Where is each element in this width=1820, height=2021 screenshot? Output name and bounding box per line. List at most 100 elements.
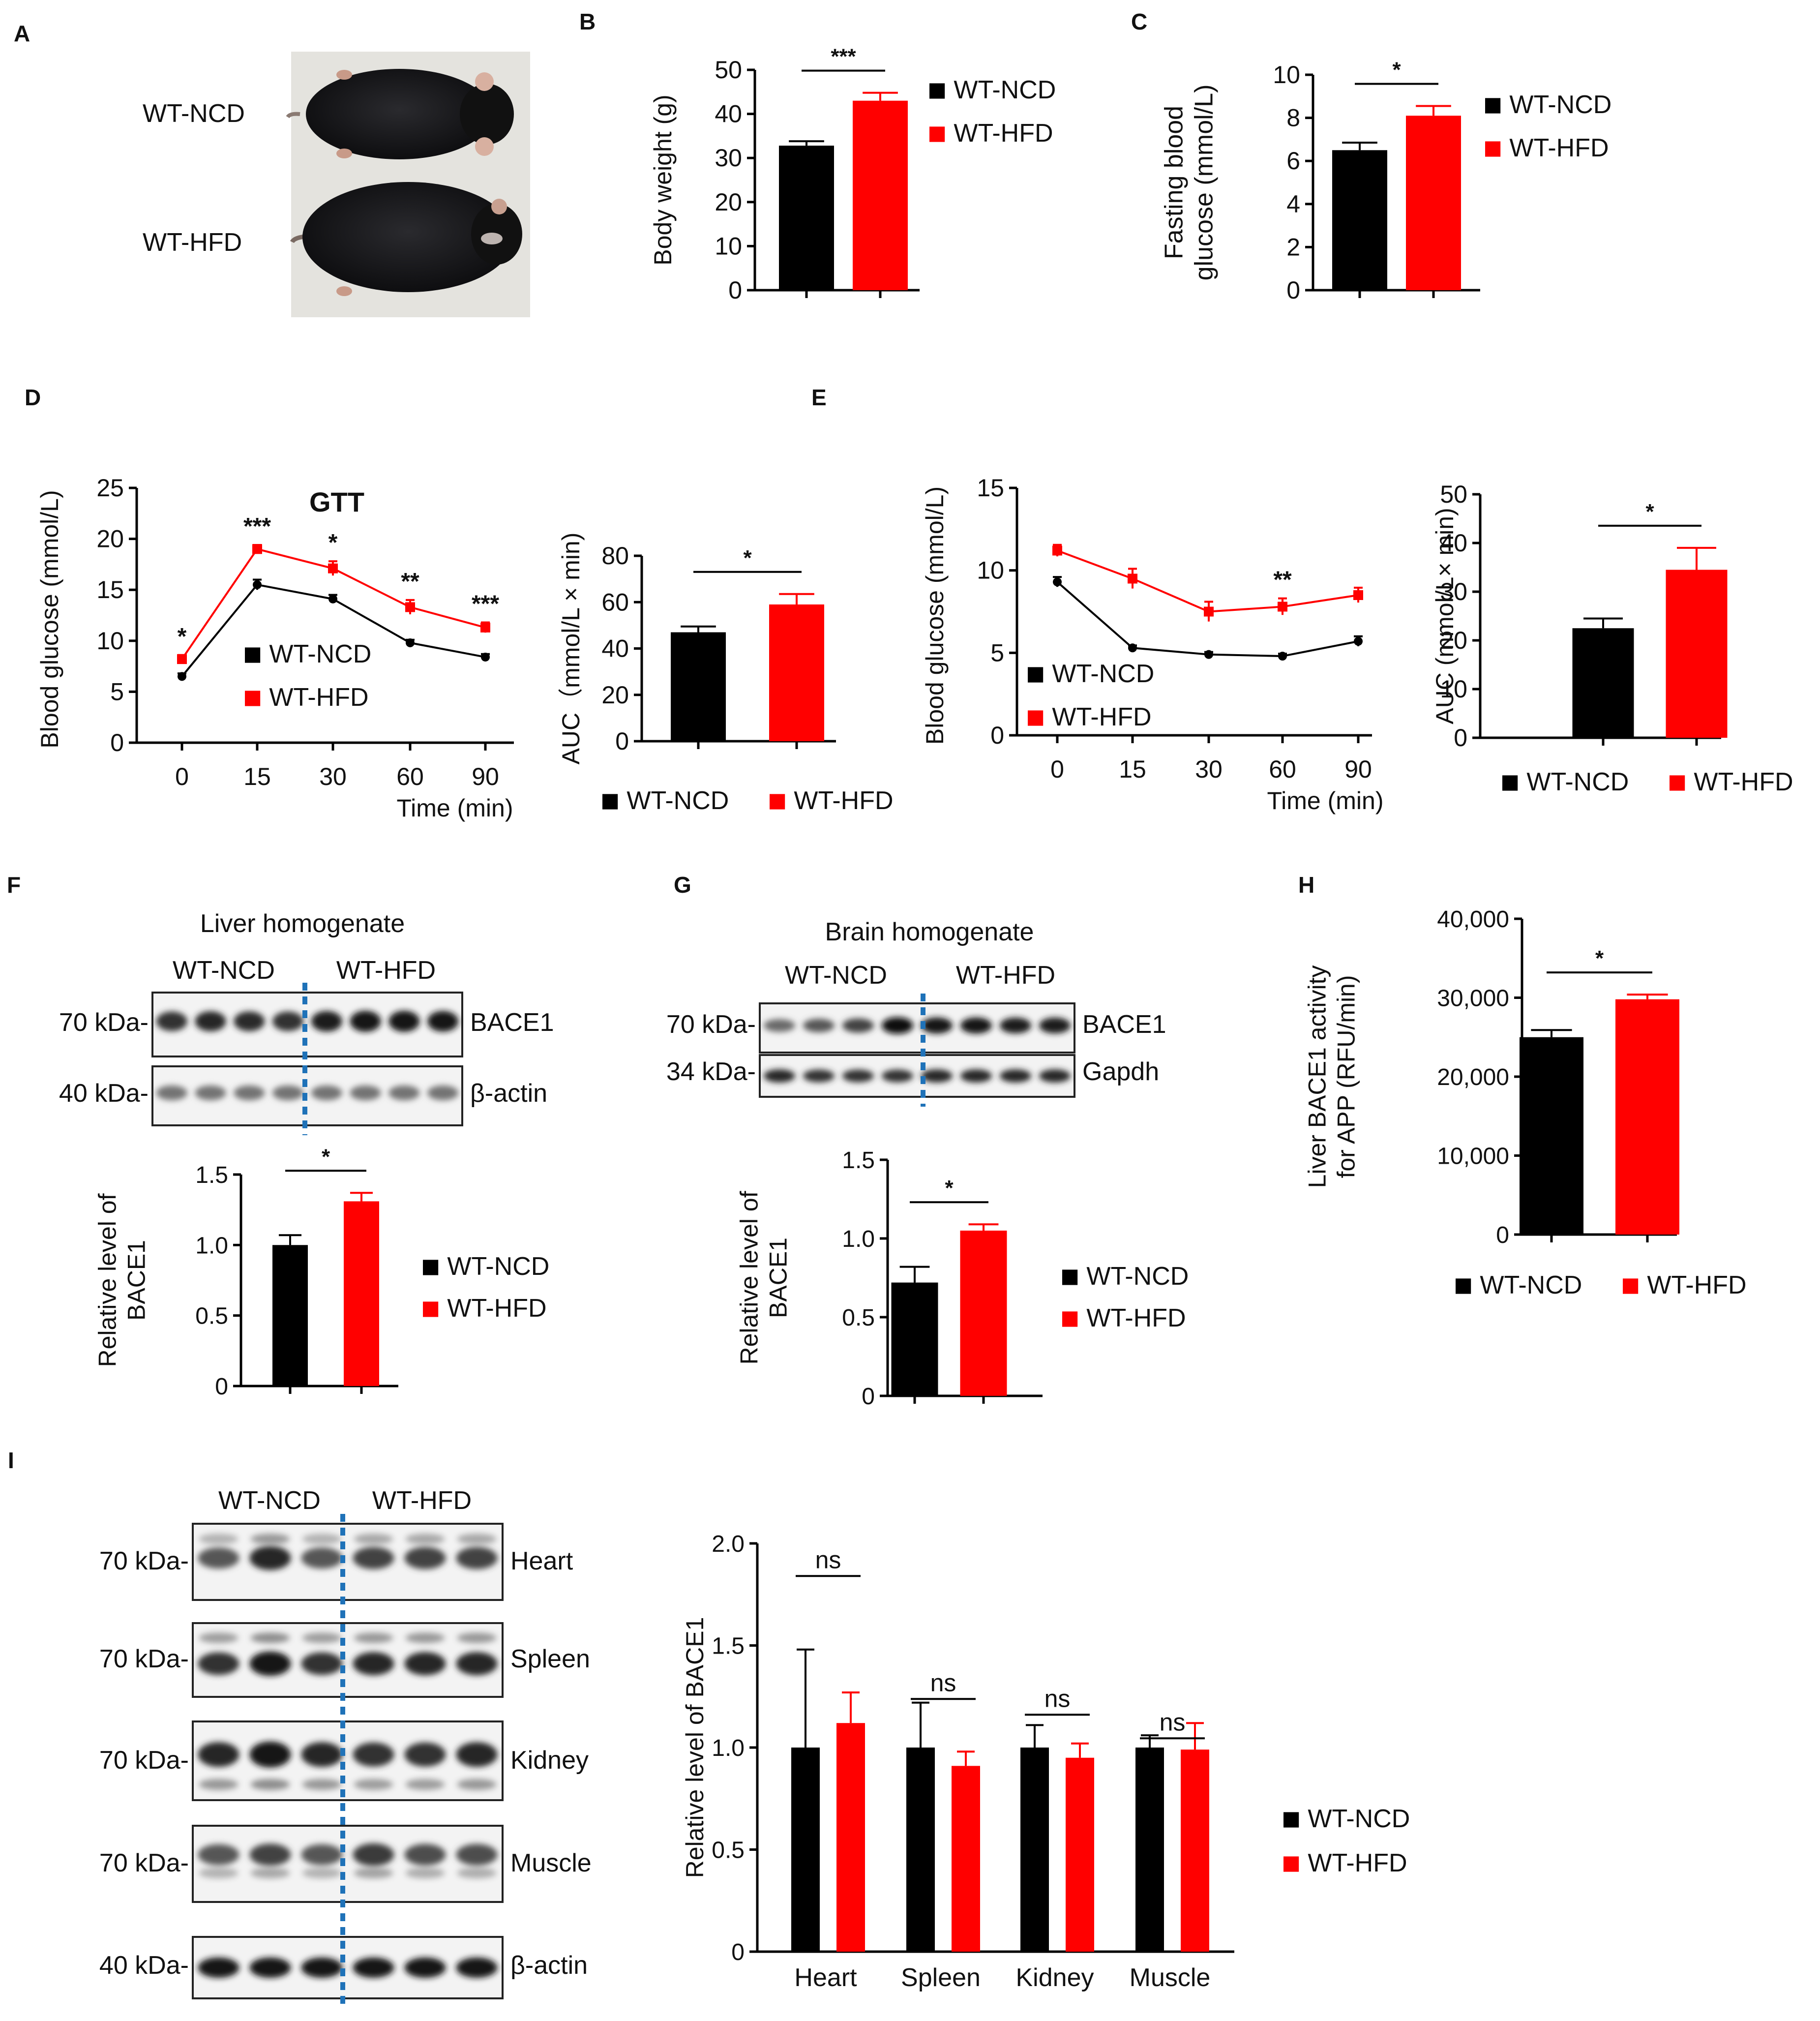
bar-spleen-wt-hfd — [952, 1766, 980, 1952]
data-point-ncd — [253, 580, 262, 589]
legend-label: WT-HFD — [794, 786, 893, 815]
blot-band — [198, 1652, 239, 1675]
blot-band — [234, 1085, 265, 1101]
legend-swatch — [1283, 1812, 1299, 1828]
y-tick-label: 0 — [728, 276, 742, 304]
blot-band — [882, 1017, 913, 1034]
bar-wt-hfd — [853, 100, 908, 290]
blot-band — [301, 1742, 343, 1767]
blot-band-secondary — [354, 1868, 393, 1878]
panel-c: C 0 2 4 6 8 10 * Fasting blood glucose (mmol/L) W… — [1131, 9, 1611, 304]
bar-muscle-wt-ncd — [1135, 1748, 1164, 1952]
panel-letter-d: D — [25, 385, 41, 410]
blot-band — [456, 1957, 498, 1978]
bar-wt-hfd — [1406, 116, 1461, 290]
blot-band — [249, 1546, 291, 1570]
y-axis-label: Fasting blood — [1160, 106, 1188, 259]
y-tick-label: 50 — [715, 56, 742, 84]
significance-marker: ** — [401, 569, 419, 595]
y-axis-label: Relative level of BACE1 — [681, 1617, 709, 1878]
y-tick-label: 0 — [862, 1384, 875, 1410]
data-point-ncd — [406, 638, 415, 647]
blot-band — [1000, 1017, 1031, 1034]
y-tick-label: 40 — [715, 100, 742, 128]
legend-label: WT-HFD — [954, 119, 1053, 148]
photo-label-ncd: WT-NCD — [143, 99, 245, 128]
legend-label: WT-NCD — [1509, 90, 1611, 119]
y-tick-label: 0 — [110, 729, 124, 756]
panel-h: H 0 10,000 20,000 30,000 40,000 * Liver BACE1 … — [1298, 872, 1747, 1299]
y-tick-label: 20 — [715, 188, 742, 216]
blot-band-secondary — [354, 1779, 393, 1790]
y-tick-label: 0 — [615, 727, 629, 755]
blot-band — [921, 1017, 953, 1034]
panel-d: D GTT 0 5 10 15 20 25 0 15 30 60 90 Time (min) Blood… — [25, 385, 894, 822]
data-point-ncd — [178, 672, 186, 681]
legend-swatch — [1485, 141, 1501, 157]
blot-band — [456, 1652, 498, 1676]
x-tick-label: 0 — [1050, 755, 1064, 783]
legend-label: WT-HFD — [1647, 1271, 1746, 1299]
y-tick-label: 0 — [1454, 724, 1467, 752]
y-axis-label: BACE1 — [123, 1240, 150, 1321]
blot-band-secondary — [199, 1632, 239, 1643]
panel-letter-a: A — [14, 21, 30, 46]
legend-label: WT-NCD — [627, 786, 729, 815]
blot-band-secondary — [250, 1632, 290, 1643]
x-tick-label: 60 — [396, 763, 424, 790]
legend-swatch — [1062, 1311, 1078, 1327]
bar-wt-hfd — [769, 604, 824, 741]
blot-band — [198, 1844, 239, 1866]
blot-band-secondary — [405, 1779, 445, 1790]
y-tick-label: 10 — [977, 557, 1004, 584]
panel-g: G Brain homogenate WT-NCD WT-HFD 70 kDa-… — [666, 872, 1189, 1410]
blot-band — [156, 1085, 187, 1101]
y-tick-label: 20 — [96, 525, 124, 553]
blot-band — [311, 1011, 342, 1032]
blot-kda-label: 70 kDa- — [99, 1645, 189, 1673]
bar-muscle-wt-hfd — [1181, 1750, 1209, 1952]
y-tick-label: 15 — [977, 474, 1004, 502]
y-tick-label: 0.5 — [195, 1303, 228, 1329]
y-tick-label: 0.5 — [712, 1838, 745, 1864]
blot-band — [249, 1741, 291, 1768]
blot-g-group-ncd: WT-NCD — [785, 961, 887, 990]
data-point-ncd — [481, 652, 490, 662]
blot-band — [427, 1085, 459, 1101]
legend-swatch — [1062, 1269, 1078, 1285]
y-tick-label: 1.0 — [842, 1226, 875, 1252]
legend-swatch — [1485, 98, 1501, 114]
blot-band — [388, 1011, 420, 1032]
blot-band — [803, 1069, 835, 1083]
blot-band — [234, 1011, 265, 1031]
y-tick-label: 60 — [601, 588, 629, 616]
blot-protein-label: Muscle — [510, 1849, 592, 1877]
bar-wt-hfd — [344, 1201, 379, 1386]
panel-b: B 0 10 20 30 40 50 *** Body weight (g) WT-NCD WT-… — [579, 9, 1056, 304]
legend-swatch — [1028, 710, 1044, 726]
y-tick-label: 0 — [215, 1374, 228, 1400]
panel-letter-f: F — [7, 872, 21, 898]
legend-label: WT-HFD — [1052, 703, 1151, 731]
blot-band — [350, 1011, 381, 1032]
significance-marker: * — [178, 624, 187, 650]
blot-band — [842, 1069, 874, 1083]
blot-band — [272, 1011, 304, 1031]
panel-letter-e: E — [811, 385, 827, 410]
x-tick-label: Muscle — [1130, 1963, 1211, 1992]
blot-band-secondary — [199, 1779, 239, 1790]
y-tick-label: 2.0 — [712, 1531, 745, 1557]
x-tick-label: Kidney — [1016, 1963, 1094, 1992]
legend-label: WT-HFD — [447, 1294, 546, 1323]
bar-wt-ncd — [1332, 150, 1387, 290]
legend-label: WT-NCD — [1526, 768, 1629, 796]
significance-marker: * — [328, 530, 338, 556]
panel-i: I WT-NCD WT-HFD 70 kDa- Heart 70 kDa- Splee… — [8, 1448, 1410, 2008]
legend-swatch — [770, 794, 785, 810]
blot-band-secondary — [354, 1632, 393, 1643]
panel-letter-h: H — [1298, 872, 1314, 898]
y-axis-label: Blood glucose (mmol/L) — [921, 486, 949, 745]
data-point-hfd — [1052, 545, 1062, 556]
legend-swatch — [1623, 1278, 1639, 1294]
blot-f-group-ncd: WT-NCD — [173, 956, 275, 985]
